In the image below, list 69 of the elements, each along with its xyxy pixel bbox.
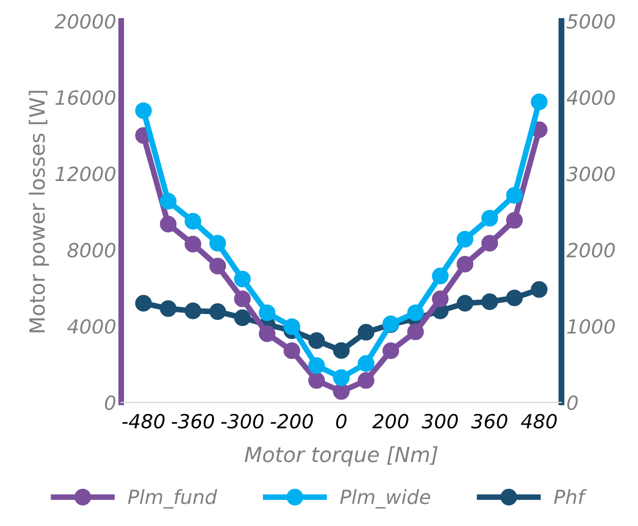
point: [135, 102, 152, 119]
point: [358, 372, 374, 389]
x-tick-label: 0: [336, 414, 347, 429]
point: [332, 383, 350, 400]
point: [358, 324, 374, 341]
x-tick-label: 480: [520, 414, 557, 429]
point: [432, 290, 449, 308]
legend-label: Plm_wide: [340, 489, 430, 508]
y2-tick-label: 3000: [566, 166, 615, 182]
y-tick-label: 0: [104, 395, 116, 410]
point: [308, 357, 325, 374]
point: [184, 302, 202, 320]
x-tick-label: 360: [471, 414, 508, 429]
point: [160, 216, 177, 232]
y2-tick-label: 0: [567, 395, 578, 410]
x-tick-label: 300: [422, 414, 458, 429]
point: [135, 294, 152, 312]
point: [332, 342, 350, 359]
point: [308, 372, 325, 389]
point: [456, 256, 474, 272]
point: [184, 236, 202, 252]
point: [184, 212, 202, 230]
y-tick-label: 4000: [67, 319, 116, 334]
y-axis-title: Motor power losses [W]: [28, 90, 49, 332]
point: [506, 186, 523, 204]
y-tick-label: 20000: [54, 14, 116, 29]
point: [481, 234, 498, 252]
x-tick-label: 200: [372, 414, 408, 429]
point: [234, 290, 251, 308]
point: [284, 318, 300, 336]
point: [432, 268, 449, 284]
y2-tick-label: 1000: [567, 319, 615, 334]
point: [407, 324, 424, 340]
point: [530, 94, 548, 110]
x-tick-label: -360: [172, 414, 214, 429]
point: [284, 342, 300, 360]
point: [481, 210, 498, 227]
point: [160, 192, 177, 210]
point: [506, 212, 523, 229]
point: [234, 270, 251, 288]
y-tick-label: 12000: [55, 166, 116, 182]
point: [506, 290, 523, 306]
point: [358, 355, 374, 372]
point: [160, 300, 177, 317]
y2-tick-label: 2000: [566, 242, 615, 258]
point: [258, 325, 276, 342]
point: [530, 281, 548, 298]
point: [407, 304, 424, 322]
point: [481, 293, 498, 310]
point: [308, 332, 325, 349]
x-tick-label: -200: [270, 414, 313, 429]
x-tick-label: -300: [221, 414, 264, 429]
point: [456, 230, 474, 248]
point: [456, 294, 474, 312]
legend-label: Phf: [554, 489, 587, 504]
point: [332, 369, 350, 386]
y-tick-label: 8000: [68, 242, 116, 258]
legend-label: Plm_fund: [128, 489, 218, 508]
y2-tick-label: 4000: [566, 90, 615, 105]
point: [209, 234, 226, 252]
x-axis-title: Motor torque [Nm]: [244, 446, 438, 466]
x-tick-label: -480: [122, 414, 165, 429]
point: [234, 309, 251, 326]
point: [258, 304, 276, 322]
point: [209, 303, 226, 320]
point: [209, 258, 226, 274]
y2-tick-label: 5000: [566, 14, 615, 29]
y-tick-label: 16000: [55, 90, 116, 105]
point: [382, 342, 400, 360]
